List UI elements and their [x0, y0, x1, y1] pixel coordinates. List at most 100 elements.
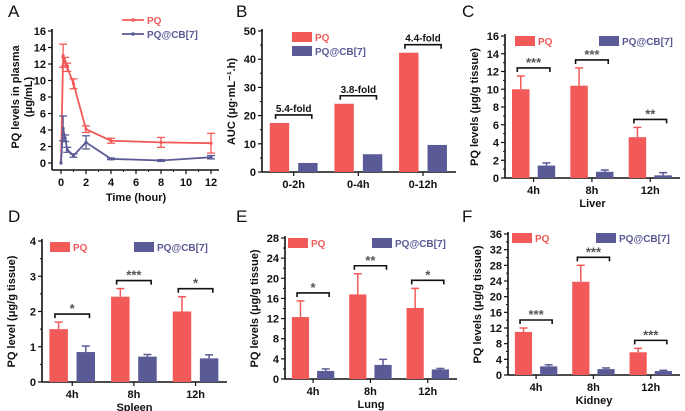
- significance-label: *: [425, 267, 431, 282]
- bracket: [339, 94, 378, 100]
- x-axis-title: Lung: [358, 399, 385, 411]
- legend-swatch: [134, 242, 154, 252]
- legend-swatch: [288, 238, 308, 248]
- y-tick-label: 50: [244, 26, 256, 38]
- bar-cb7: [298, 162, 318, 172]
- x-tick-label: 4h: [530, 382, 543, 394]
- x-tick-label: 12h: [641, 185, 660, 197]
- bar-cb7: [138, 356, 157, 382]
- legend-label: PQ: [147, 16, 162, 27]
- panel-label-b: B: [236, 2, 248, 21]
- y-tick-label: 20: [490, 292, 502, 304]
- y-tick-label: 0: [273, 374, 279, 386]
- y-axis-title-unit: (μg/mL): [23, 77, 35, 118]
- legend-label: PQ@CB[7]: [315, 47, 366, 58]
- bracket: [519, 319, 553, 324]
- y-tick-label: 20: [267, 273, 279, 285]
- x-axis-title: Kidney: [576, 395, 614, 407]
- y-tick-label: 3: [30, 271, 36, 283]
- x-tick-label: 8: [158, 177, 164, 189]
- panel-label-a: A: [8, 2, 20, 21]
- x-axis-title: Spleen: [116, 402, 152, 411]
- y-tick-label: 4: [496, 354, 503, 366]
- y-tick-label: 32: [490, 245, 502, 257]
- x-tick-label: 2: [83, 177, 89, 189]
- y-tick-label: 24: [490, 276, 503, 288]
- y-axis-title: PQ levels in plasma: [10, 44, 22, 148]
- bar-cb7: [362, 154, 383, 172]
- bar-cb7: [597, 369, 615, 375]
- bar-cb7: [431, 369, 449, 379]
- data-point: [159, 158, 163, 163]
- bar-cb7: [317, 370, 335, 379]
- data-point: [71, 153, 76, 158]
- legend-swatch: [515, 36, 535, 46]
- y-tick-label: 28: [490, 260, 502, 272]
- legend-marker: [131, 32, 135, 36]
- x-tick-label: 0-2h: [282, 179, 305, 191]
- legend-label: PQ: [311, 239, 326, 250]
- x-tick-label: 10: [180, 177, 192, 189]
- significance-label: ***: [526, 55, 542, 70]
- fold-change-label: 5.4-fold: [276, 104, 312, 115]
- panel-label-d: D: [8, 207, 21, 226]
- y-tick-label: 12: [490, 323, 502, 335]
- bracket: [516, 67, 551, 72]
- bar-pq: [349, 294, 367, 379]
- x-axis-title: Time (hour): [106, 192, 167, 204]
- y-tick-label: 10: [487, 84, 499, 96]
- y-tick-label: 16: [34, 26, 46, 38]
- bar-cb7: [596, 171, 614, 178]
- bar-pq: [572, 281, 590, 375]
- data-point: [159, 140, 163, 144]
- legend-label: PQ@CB[7]: [395, 239, 446, 250]
- chart-panel-d: 0 1 2 3 4 PQ level (μg/g tissue) 4h * 8h *** 12h * S…: [6, 236, 227, 411]
- y-tick-label: 30: [244, 82, 256, 94]
- bracket: [115, 279, 152, 285]
- chart-panel-b: 0 10 20 30 40 50 AUC (μg·mL⁻¹.h) 0-2h 5.4-fold 0-…: [226, 26, 456, 191]
- legend-marker: [131, 18, 135, 22]
- y-tick-label: 0: [250, 167, 256, 179]
- significance-label: ***: [643, 327, 659, 342]
- chart-panel-e: 0 4 8 12 16 20 24 28 PQ levels (μg/g tissue) 4h * 8…: [249, 233, 457, 411]
- y-axis-title: PQ levels (μg/g tissue): [472, 245, 484, 363]
- y-tick-label: 4: [30, 236, 37, 248]
- x-tick-label: 0-12h: [409, 179, 438, 191]
- legend-label: PQ@CB[7]: [147, 30, 198, 41]
- y-tick-label: 6: [40, 109, 46, 121]
- y-tick-label: 6: [493, 120, 499, 132]
- data-point: [59, 161, 63, 165]
- bar-pq: [629, 352, 647, 375]
- bar-cb7: [199, 358, 219, 382]
- legend-label: PQ@CB[7]: [622, 37, 673, 48]
- y-tick-label: 4: [40, 125, 47, 137]
- significance-label: ***: [126, 268, 142, 283]
- bracket: [177, 287, 214, 293]
- legend-label: PQ: [538, 37, 553, 48]
- series-line-pq: [60, 55, 212, 164]
- bracket: [574, 59, 610, 64]
- x-tick-label: 12: [205, 177, 217, 189]
- bar-pq: [269, 122, 290, 172]
- y-tick-label: 14: [487, 49, 500, 61]
- legend-label: PQ: [535, 234, 550, 245]
- chart-panel-c: 0 2 4 6 8 10 12 14 16 PQ levels (μg/g tissue) 4h **…: [469, 31, 680, 210]
- y-axis-title: PQ level (μg/g tissue): [6, 255, 18, 367]
- y-tick-label: 16: [487, 31, 499, 43]
- bracket: [576, 256, 611, 262]
- bar-pq: [172, 311, 192, 382]
- x-tick-label: 4: [108, 177, 115, 189]
- bar-pq: [399, 52, 419, 172]
- x-tick-label: 4h: [66, 389, 79, 401]
- data-point: [65, 65, 69, 69]
- y-tick-label: 36: [490, 229, 502, 241]
- legend-swatch: [50, 242, 70, 252]
- bar-pq: [406, 307, 424, 379]
- legend-label: PQ@CB[7]: [157, 243, 208, 254]
- y-axis-title: AUC (μg·mL⁻¹.h): [226, 58, 238, 145]
- legend-swatch: [292, 32, 312, 42]
- y-tick-label: 28: [267, 233, 279, 245]
- legend-label: PQ: [73, 243, 88, 254]
